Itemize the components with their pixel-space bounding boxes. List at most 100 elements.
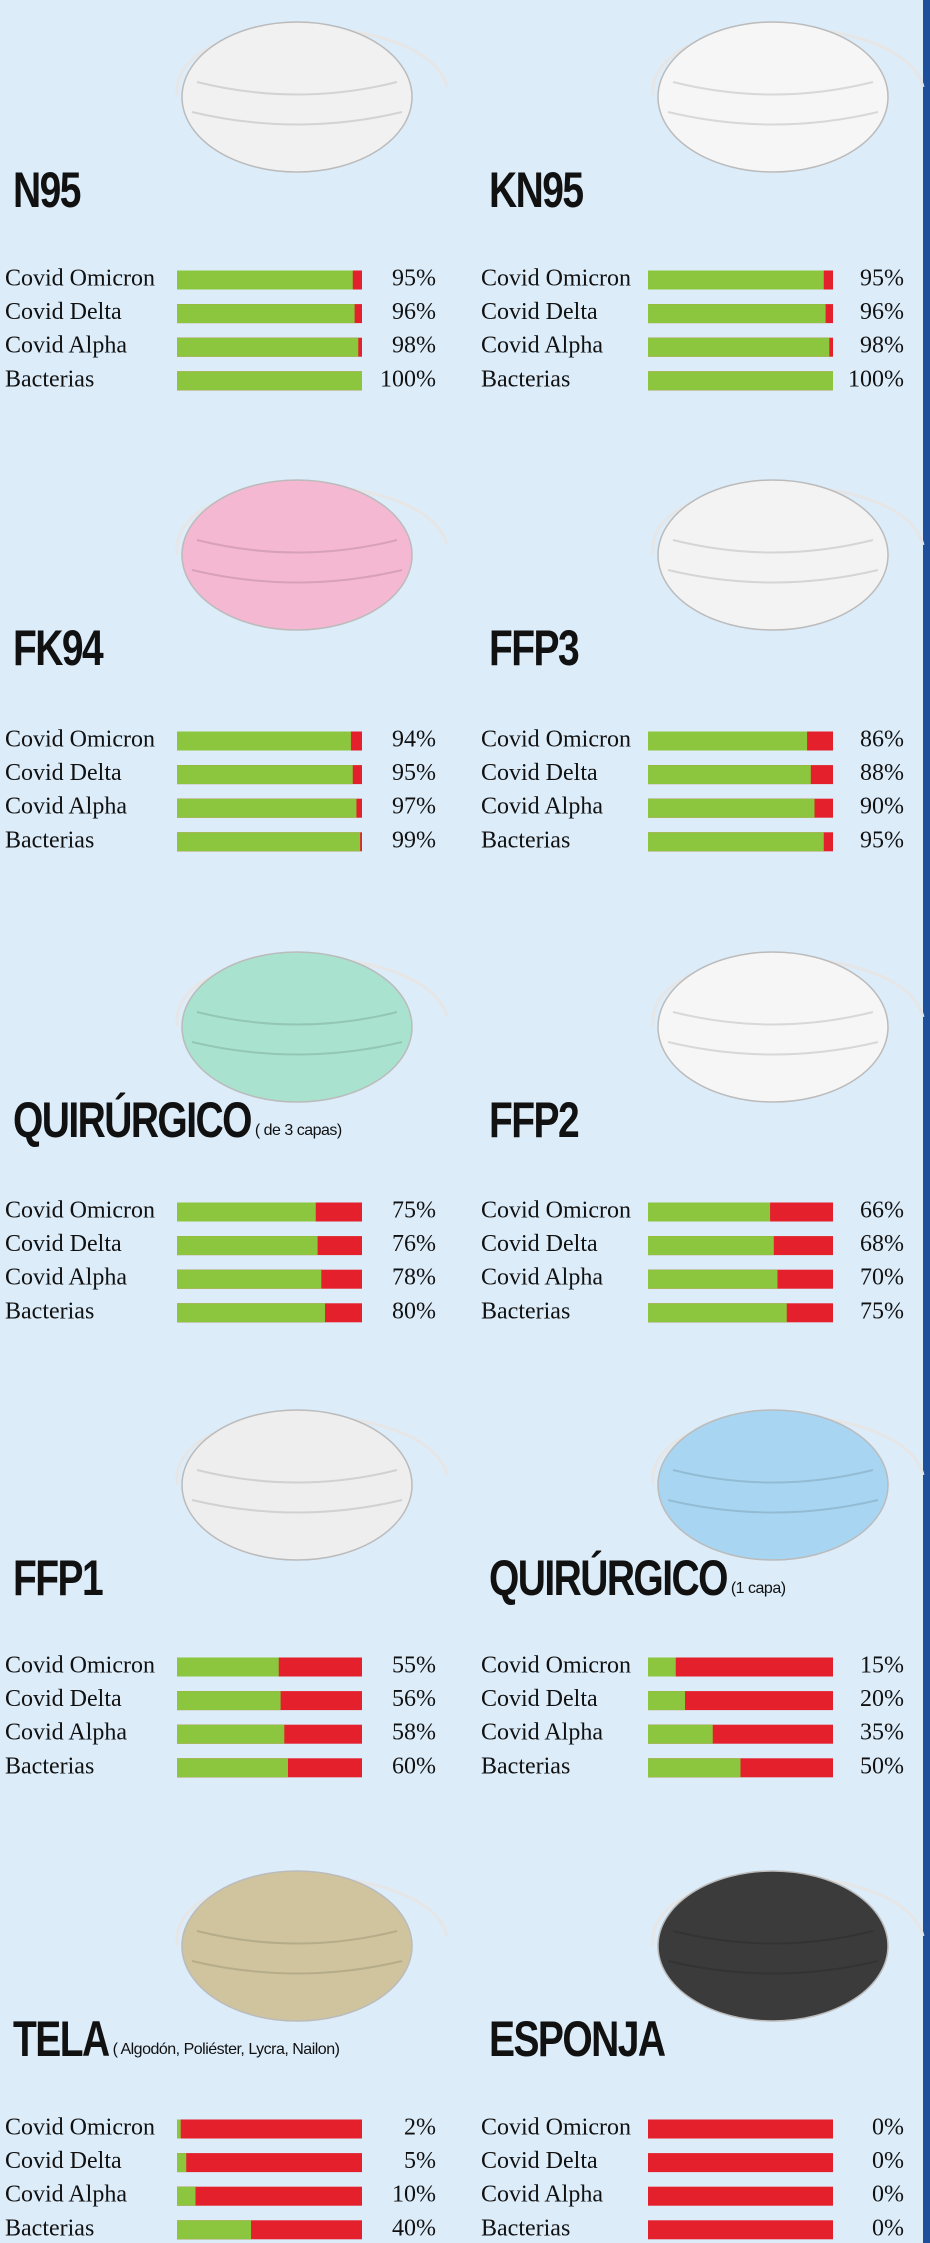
category-label: Covid Delta bbox=[5, 760, 122, 786]
bar bbox=[648, 765, 811, 784]
value-label: 56% bbox=[392, 1686, 436, 1712]
mask-body bbox=[658, 480, 888, 630]
bar bbox=[648, 1270, 778, 1289]
value-label: 15% bbox=[860, 1653, 904, 1679]
bar bbox=[648, 1691, 685, 1710]
value-label: 90% bbox=[860, 794, 904, 820]
category-label: Bacterias bbox=[481, 827, 570, 853]
category-label: Covid Omicron bbox=[5, 727, 155, 753]
category-label: Bacterias bbox=[5, 366, 94, 392]
mask-body bbox=[182, 952, 412, 1102]
value-label: 96% bbox=[860, 299, 904, 325]
bar bbox=[177, 1691, 281, 1710]
value-label: 0% bbox=[872, 2148, 904, 2174]
value-label: 68% bbox=[860, 1231, 904, 1257]
bar-track bbox=[177, 2187, 362, 2206]
bar bbox=[648, 1303, 787, 1322]
category-label: Covid Omicron bbox=[5, 1198, 155, 1224]
category-label: Covid Omicron bbox=[481, 2115, 631, 2141]
value-label: 0% bbox=[872, 2215, 904, 2241]
category-label: Covid Alpha bbox=[481, 794, 603, 820]
category-label: Covid Omicron bbox=[481, 1198, 631, 1224]
value-label: 35% bbox=[860, 1720, 904, 1746]
bar-track bbox=[648, 2187, 833, 2206]
value-label: 50% bbox=[860, 1753, 904, 1779]
value-label: 95% bbox=[392, 266, 436, 292]
category-label: Bacterias bbox=[481, 1753, 570, 1779]
category-label: Covid Alpha bbox=[5, 794, 127, 820]
value-label: 98% bbox=[860, 333, 904, 359]
bar bbox=[177, 371, 362, 390]
panel-subtitle: ( de 3 capas) bbox=[255, 1122, 342, 1139]
page: N95Covid Omicron95%Covid Delta96%Covid A… bbox=[0, 0, 930, 2243]
value-label: 97% bbox=[392, 794, 436, 820]
bar bbox=[177, 832, 360, 851]
panel-title: FK94 bbox=[13, 619, 104, 676]
value-label: 98% bbox=[392, 333, 436, 359]
category-label: Covid Delta bbox=[481, 299, 598, 325]
panel-title: FFP1 bbox=[13, 1549, 103, 1606]
bar-track bbox=[648, 2120, 833, 2139]
mask-body bbox=[658, 952, 888, 1102]
category-label: Covid Delta bbox=[5, 1231, 122, 1257]
bar bbox=[177, 338, 358, 357]
bar bbox=[177, 1658, 279, 1677]
category-label: Covid Alpha bbox=[5, 1720, 127, 1746]
bar bbox=[177, 2153, 186, 2172]
category-label: Covid Omicron bbox=[481, 266, 631, 292]
value-label: 100% bbox=[380, 366, 436, 392]
value-label: 70% bbox=[860, 1265, 904, 1291]
bar bbox=[177, 732, 351, 751]
value-label: 75% bbox=[392, 1198, 436, 1224]
category-label: Covid Alpha bbox=[481, 2182, 603, 2208]
bar bbox=[648, 1725, 713, 1744]
category-label: Covid Omicron bbox=[5, 266, 155, 292]
category-label: Bacterias bbox=[5, 2215, 94, 2241]
category-label: Covid Omicron bbox=[481, 1653, 631, 1679]
bar bbox=[177, 1203, 316, 1222]
category-label: Covid Delta bbox=[481, 760, 598, 786]
value-label: 60% bbox=[392, 1753, 436, 1779]
value-label: 95% bbox=[860, 266, 904, 292]
bar bbox=[177, 765, 353, 784]
mask-body bbox=[182, 1410, 412, 1560]
value-label: 58% bbox=[392, 1720, 436, 1746]
value-label: 0% bbox=[872, 2182, 904, 2208]
bar bbox=[177, 2187, 196, 2206]
category-label: Covid Delta bbox=[481, 2148, 598, 2174]
value-label: 95% bbox=[860, 827, 904, 853]
panel-title: ESPONJA bbox=[489, 2010, 666, 2067]
bar bbox=[648, 304, 826, 323]
bar bbox=[648, 1658, 676, 1677]
value-label: 88% bbox=[860, 760, 904, 786]
value-label: 76% bbox=[392, 1231, 436, 1257]
border bbox=[923, 0, 930, 2243]
value-label: 96% bbox=[392, 299, 436, 325]
category-label: Covid Delta bbox=[481, 1686, 598, 1712]
value-label: 2% bbox=[404, 2115, 436, 2141]
bar bbox=[177, 1725, 284, 1744]
category-label: Bacterias bbox=[5, 1298, 94, 1324]
category-label: Covid Delta bbox=[5, 1686, 122, 1712]
category-label: Covid Alpha bbox=[5, 1265, 127, 1291]
mask-body bbox=[658, 1871, 888, 2021]
value-label: 5% bbox=[404, 2148, 436, 2174]
category-label: Covid Omicron bbox=[5, 2115, 155, 2141]
bar-track bbox=[177, 2153, 362, 2172]
category-label: Bacterias bbox=[5, 827, 94, 853]
bar bbox=[648, 1758, 741, 1777]
bar bbox=[648, 832, 824, 851]
value-label: 66% bbox=[860, 1198, 904, 1224]
value-label: 0% bbox=[872, 2115, 904, 2141]
bar bbox=[648, 338, 829, 357]
bar bbox=[648, 371, 833, 390]
panel-title: KN95 bbox=[489, 161, 583, 218]
category-label: Covid Alpha bbox=[481, 1720, 603, 1746]
value-label: 10% bbox=[392, 2182, 436, 2208]
bar bbox=[177, 304, 355, 323]
category-label: Bacterias bbox=[481, 1298, 570, 1324]
category-label: Covid Delta bbox=[5, 299, 122, 325]
value-label: 55% bbox=[392, 1653, 436, 1679]
value-label: 40% bbox=[392, 2215, 436, 2241]
value-label: 100% bbox=[848, 366, 904, 392]
